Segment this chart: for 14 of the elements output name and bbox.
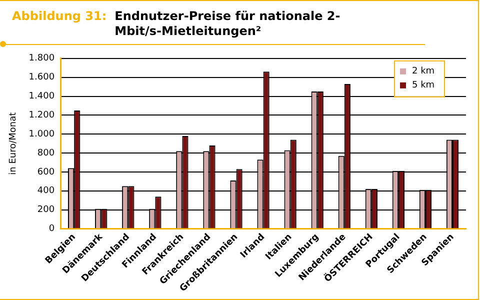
y-tick-label: 200 [37, 205, 55, 216]
y-axis-title: in Euro/Monat [8, 112, 19, 175]
y-tick-label: 0 [48, 224, 55, 234]
y-tick-label: 1.600 [28, 72, 55, 83]
y-tick-label: 1.800 [28, 54, 55, 64]
y-tick-label: 1.200 [28, 110, 55, 121]
y-tick-label: 1.400 [28, 92, 55, 102]
legend-label: 2 km [412, 66, 435, 77]
legend-label: 5 km [412, 80, 435, 91]
y-tick-label: 1.000 [28, 129, 55, 140]
chart-title: Abbildung 31: Endnutzer-Preise für nationale 2-Mbit/s-Mietleitungen² [12, 9, 342, 40]
y-tick-label: 400 [37, 186, 55, 196]
y-tick-label: 600 [37, 167, 55, 178]
y-tick-label: 800 [37, 148, 55, 158]
